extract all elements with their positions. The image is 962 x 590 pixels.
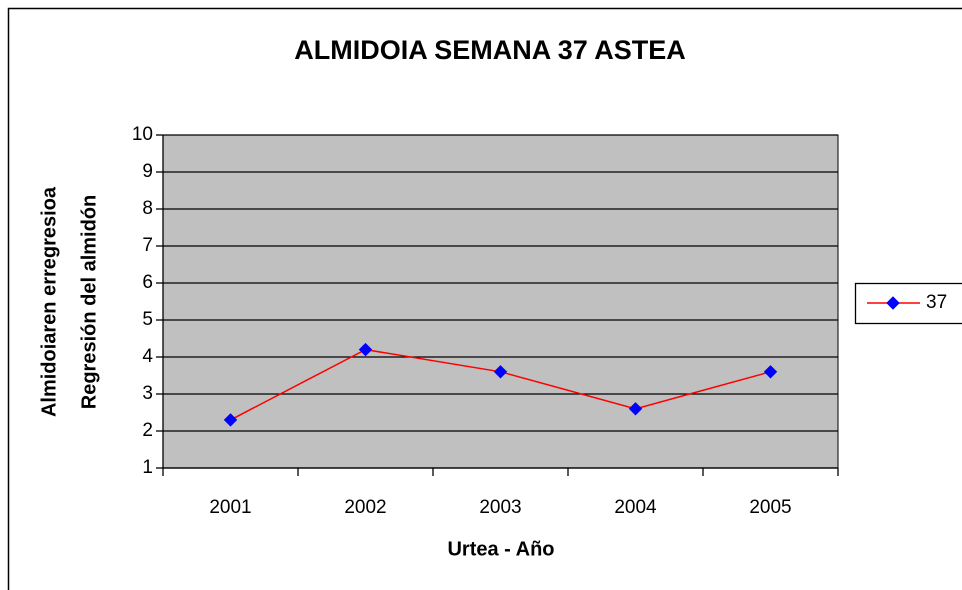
y-tick-label: 4	[142, 346, 153, 367]
marker	[763, 365, 778, 379]
y-tick-label: 6	[142, 272, 153, 293]
marker	[493, 365, 508, 379]
plot-area	[162, 134, 839, 469]
y-tick-label: 3	[142, 383, 153, 404]
y-tick-label: 9	[142, 161, 153, 182]
y-tick-label: 5	[142, 309, 153, 330]
legend-marker	[886, 296, 900, 310]
x-tick-label: 2003	[479, 497, 521, 518]
x-tick-label: 2005	[749, 497, 791, 518]
y-tick-label: 2	[142, 420, 153, 441]
x-tick-label: 2002	[344, 497, 386, 518]
y-tick-label: 10	[132, 124, 153, 145]
y-axis-label: Almidoiaren erregresioa	[38, 186, 60, 417]
x-tick-label: 2001	[209, 497, 251, 518]
marker	[628, 402, 643, 416]
legend-label: 37	[926, 292, 947, 313]
y-axis-label: Regresión del almidón	[78, 195, 100, 409]
chart-title: ALMIDOIA SEMANA 37 ASTEA	[294, 35, 686, 65]
marker	[223, 413, 238, 427]
y-tick-label: 7	[142, 235, 153, 256]
x-axis-label: Urtea - Año	[447, 538, 554, 560]
y-tick-label: 8	[142, 198, 153, 219]
marker	[358, 342, 373, 357]
x-tick-label: 2004	[614, 497, 657, 518]
y-tick-label: 1	[142, 457, 153, 478]
